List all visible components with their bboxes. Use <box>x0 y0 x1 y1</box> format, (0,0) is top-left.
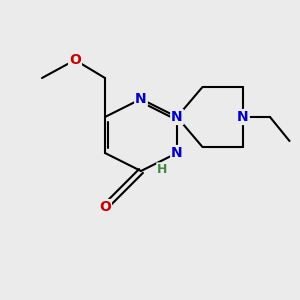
Text: O: O <box>69 53 81 67</box>
Text: N: N <box>135 92 147 106</box>
Text: N: N <box>237 110 249 124</box>
Text: N: N <box>171 110 183 124</box>
Text: N: N <box>171 146 183 160</box>
Text: H: H <box>157 163 167 176</box>
Text: O: O <box>99 200 111 214</box>
